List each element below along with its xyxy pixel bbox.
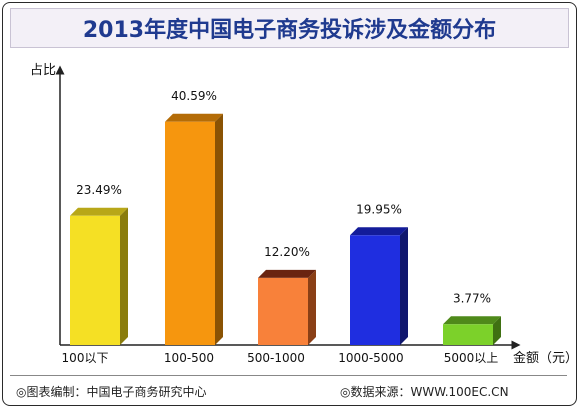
category-label: 5000以上 [444, 351, 499, 365]
x-axis-label: 金额（元） [513, 350, 578, 366]
category-label: 500-1000 [247, 351, 305, 365]
value-label: 19.95% [356, 202, 402, 216]
footer-source-left: ◎图表编制：中国电子商务研究中心 [16, 385, 207, 399]
category-label: 1000-5000 [338, 351, 403, 365]
value-label: 12.20% [264, 245, 310, 259]
bar [350, 235, 400, 345]
bar [258, 277, 308, 345]
bar-side [120, 207, 128, 345]
bars-group: 23.49% 100以下 40.59% 100-500 12.20% 500-1000 19… [62, 89, 501, 365]
bar-top [443, 316, 501, 325]
bar-top [70, 207, 128, 216]
value-label: 3.77% [453, 291, 491, 305]
bar [165, 121, 215, 345]
bar-side [400, 227, 408, 345]
bar-side [215, 113, 223, 345]
bar-top [165, 113, 223, 122]
bar [70, 215, 120, 345]
bar-top [258, 269, 316, 278]
bar-side [308, 269, 316, 345]
value-label: 23.49% [76, 183, 122, 197]
bar [443, 324, 493, 345]
footer-source-right: ◎数据来源：WWW.100EC.CN [340, 385, 509, 399]
bar-side [493, 316, 501, 345]
category-label: 100-500 [164, 351, 214, 365]
bar-top [350, 227, 408, 236]
value-label: 40.59% [171, 89, 217, 103]
chart-title: 2013年度中国电子商务投诉涉及金额分布 [10, 8, 569, 48]
category-label: 100以下 [62, 351, 109, 365]
y-axis-label: 占比 [30, 63, 56, 78]
footer-divider [10, 375, 567, 376]
